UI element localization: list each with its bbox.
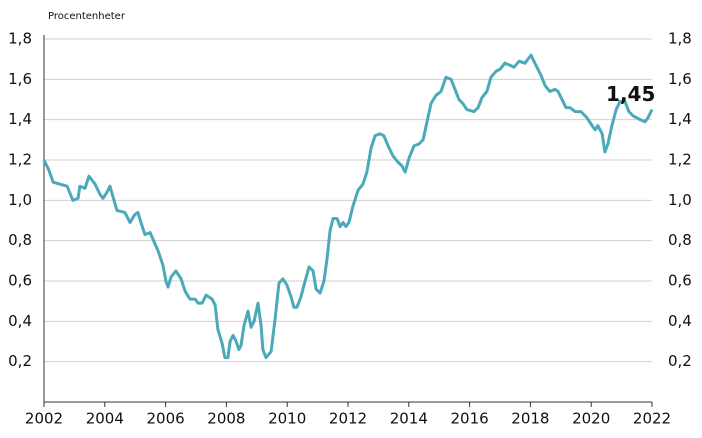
annotation: 1,45 bbox=[606, 82, 655, 106]
y-tick-label: 1,2 bbox=[8, 151, 32, 169]
x-tick-label: 2022 bbox=[633, 410, 671, 428]
x-tick-label: 2008 bbox=[207, 410, 245, 428]
x-tick-label: 2002 bbox=[25, 410, 63, 428]
y2-tick-label: 0,8 bbox=[668, 231, 692, 249]
y2-tick-label: 1,6 bbox=[668, 70, 692, 88]
x-tick-label: 2016 bbox=[451, 410, 489, 428]
y2-tick-label: 1,4 bbox=[668, 110, 692, 128]
y2-tick-label: 1,2 bbox=[668, 151, 692, 169]
x-tick-label: 2006 bbox=[147, 410, 185, 428]
y-tick-label: 1,8 bbox=[8, 30, 32, 48]
x-tick-label: 2018 bbox=[511, 410, 549, 428]
y2-tick-label: 1,8 bbox=[668, 30, 692, 48]
y-tick-label: 1,0 bbox=[8, 191, 32, 209]
y2-tick-label: 0,2 bbox=[668, 352, 692, 370]
y2-tick-label: 1,0 bbox=[668, 191, 692, 209]
y2-tick-label: 0,6 bbox=[668, 272, 692, 290]
x-tick-label: 2014 bbox=[390, 410, 428, 428]
y-tick-label: 1,4 bbox=[8, 110, 32, 128]
y-tick-label: 0,8 bbox=[8, 231, 32, 249]
x-tick-label: 2010 bbox=[268, 410, 306, 428]
line-series bbox=[42, 53, 654, 360]
x-tick-label: 2020 bbox=[572, 410, 610, 428]
chart-subtitle: Procentenheter bbox=[48, 11, 126, 22]
x-tick-label: 2004 bbox=[86, 410, 124, 428]
y-tick-label: 0,6 bbox=[8, 272, 32, 290]
y2-tick-label: 0,4 bbox=[668, 312, 692, 330]
y-tick-label: 0,2 bbox=[8, 352, 32, 370]
y-tick-label: 1,6 bbox=[8, 70, 32, 88]
y-tick-label: 0,4 bbox=[8, 312, 32, 330]
x-tick-label: 2012 bbox=[329, 410, 367, 428]
